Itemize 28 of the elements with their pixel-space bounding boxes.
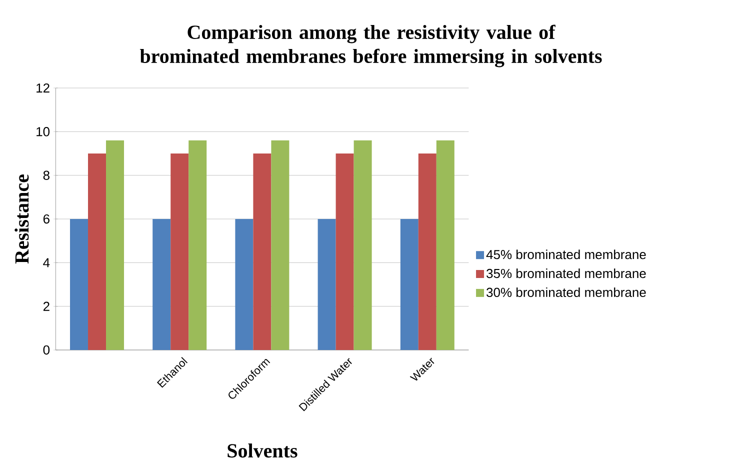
legend-label: 30% brominated membrane — [486, 287, 646, 298]
y-tick-label: 8 — [43, 170, 50, 180]
y-tick-label: 10 — [36, 127, 50, 136]
chart-title: Comparison among the resistivity value of brominated membranes before immersing in solvents — [140, 24, 602, 68]
bar — [152, 218, 171, 350]
bar — [318, 218, 336, 350]
bar — [188, 140, 207, 350]
bar — [336, 153, 354, 350]
bar — [106, 140, 124, 350]
bar — [88, 153, 106, 350]
y-tick-label: 0 — [43, 345, 50, 355]
y-tick-label: 12 — [36, 83, 50, 93]
x-axis-title: Solvents — [228, 444, 298, 458]
bar — [400, 218, 418, 350]
y-tick-label: 6 — [43, 214, 50, 224]
bar — [354, 140, 372, 350]
bar — [253, 153, 272, 350]
y-tick-label: 2 — [43, 302, 50, 311]
y-tick-label: 4 — [43, 258, 50, 268]
bar — [70, 218, 88, 350]
bar — [436, 140, 454, 350]
y-axis-title: Resistance — [14, 174, 29, 264]
legend-label: 45% brominated membrane — [486, 250, 646, 260]
bar — [235, 218, 254, 350]
bar — [170, 153, 189, 350]
legend-label: 35% brominated membrane — [486, 268, 646, 278]
bar — [271, 140, 290, 350]
bar — [418, 153, 436, 350]
